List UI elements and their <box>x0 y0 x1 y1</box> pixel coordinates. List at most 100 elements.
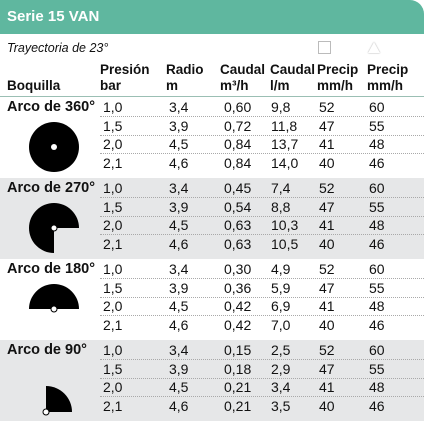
cell-presion: 1,0 <box>103 180 123 196</box>
cell-caudal-lm: 11,8 <box>271 117 298 134</box>
cell-caudal-lm: 7,4 <box>271 180 291 196</box>
col-caudal-m3h-label: Caudal <box>220 62 266 77</box>
col-caudal-lm-label: Caudal <box>270 62 316 77</box>
col-precip-triangle-label: Precip <box>367 62 409 77</box>
cell-precip-square: 52 <box>319 342 335 358</box>
cell-caudal-lm: 2,5 <box>271 342 291 358</box>
row-divider <box>100 359 424 360</box>
cell-precip-triangle: 55 <box>369 360 385 377</box>
cell-caudal-m3h: 0,84 <box>224 154 252 171</box>
arc-360-label: Arco de 360° <box>7 99 96 115</box>
cell-presion: 2,0 <box>103 136 123 152</box>
cell-radio: 4,5 <box>169 379 189 395</box>
cell-precip-square: 40 <box>319 235 335 252</box>
cell-precip-triangle: 48 <box>369 379 385 395</box>
cell-caudal-m3h: 0,15 <box>224 342 252 358</box>
col-radio-label: Radio <box>166 62 204 77</box>
cell-precip-square: 47 <box>319 117 335 134</box>
cell-presion: 2,1 <box>103 235 123 252</box>
cell-caudal-lm: 13,7 <box>271 136 299 152</box>
cell-caudal-lm: 10,3 <box>271 217 299 233</box>
cell-radio: 3,9 <box>169 360 189 377</box>
table-title: Serie 15 VAN <box>7 8 100 25</box>
cell-precip-square: 52 <box>319 99 335 115</box>
section-arc-90: Arco de 90° <box>0 340 424 421</box>
cell-precip-square: 47 <box>319 360 335 377</box>
col-radio: Radio m <box>166 62 204 94</box>
cell-radio: 4,5 <box>169 217 189 233</box>
cell-precip-triangle: 60 <box>369 261 385 277</box>
section-arc-270: Arco de 270° <box>0 178 424 259</box>
col-caudal-m3h-unit: m³/h <box>220 78 249 93</box>
cell-radio: 3,4 <box>169 99 189 115</box>
cell-caudal-lm: 10,5 <box>271 235 299 252</box>
cell-presion: 1,0 <box>103 99 123 115</box>
cell-caudal-m3h: 0,84 <box>224 136 252 152</box>
col-radio-unit: m <box>166 78 179 93</box>
col-caudal-lm: Caudal l/m <box>270 62 315 94</box>
table-header-bar: Serie 15 VAN <box>0 0 424 34</box>
cell-radio: 4,6 <box>169 316 189 333</box>
cell-radio: 4,5 <box>169 136 189 152</box>
col-presion-unit: bar <box>100 78 122 93</box>
col-presion: Presión bar <box>100 62 150 94</box>
col-precip-triangle-unit: mm/h <box>367 78 404 93</box>
cell-precip-square: 41 <box>319 217 335 233</box>
col-precip-square-unit: mm/h <box>317 78 354 93</box>
cell-caudal-m3h: 0,45 <box>224 180 252 196</box>
cell-radio: 3,4 <box>169 342 189 358</box>
cell-radio: 3,4 <box>169 261 189 277</box>
cell-presion: 1,0 <box>103 261 123 277</box>
arc-90-label: Arco de 90° <box>7 342 87 358</box>
cell-presion: 1,5 <box>103 360 123 377</box>
cell-caudal-lm: 4,9 <box>271 261 291 277</box>
cell-precip-square: 40 <box>319 397 335 414</box>
trajectory-note: Trayectoria de 23° <box>7 41 109 55</box>
col-precip-triangle: Precip mm/h <box>367 62 408 94</box>
row-divider <box>100 153 424 154</box>
white-square-icon <box>318 41 331 54</box>
arc-180-icon <box>29 284 79 313</box>
cell-caudal-m3h: 0,21 <box>224 397 252 414</box>
cell-presion: 2,0 <box>103 217 123 233</box>
row-divider <box>100 234 424 235</box>
cell-caudal-m3h: 0,72 <box>224 117 252 134</box>
arc-90-icon <box>42 386 72 416</box>
section-arc-360: Arco de 360° <box>0 97 424 178</box>
cell-presion: 1,0 <box>103 342 123 358</box>
cell-precip-square: 41 <box>319 379 335 395</box>
col-boquilla: Boquilla <box>7 78 61 93</box>
cell-presion: 2,0 <box>103 379 123 395</box>
cell-precip-square: 41 <box>319 298 335 314</box>
cell-caudal-m3h: 0,42 <box>224 316 252 333</box>
row-divider <box>100 278 424 279</box>
cell-precip-triangle: 48 <box>369 217 385 233</box>
arc-270-label: Arco de 270° <box>7 180 96 196</box>
cell-precip-triangle: 46 <box>369 397 385 414</box>
arc-180-label: Arco de 180° <box>7 261 96 277</box>
row-divider <box>100 315 424 316</box>
row-divider <box>100 134 424 136</box>
cell-caudal-lm: 2,9 <box>271 360 291 377</box>
white-triangle-icon <box>368 42 380 53</box>
cell-caudal-lm: 3,4 <box>271 379 291 395</box>
cell-presion: 1,5 <box>103 279 123 296</box>
cell-caudal-lm: 3,5 <box>271 397 291 414</box>
cell-precip-triangle: 55 <box>369 198 385 215</box>
cell-caudal-lm: 8,8 <box>271 198 291 215</box>
cell-radio: 3,9 <box>169 279 189 296</box>
cell-precip-square: 47 <box>319 198 335 215</box>
cell-precip-triangle: 60 <box>369 342 385 358</box>
cell-precip-square: 40 <box>319 154 335 171</box>
cell-precip-triangle: 55 <box>369 117 385 134</box>
cell-radio: 4,6 <box>169 235 189 252</box>
col-precip-square-label: Precip <box>317 62 359 77</box>
cell-precip-square: 47 <box>319 279 335 296</box>
cell-radio: 4,5 <box>169 298 189 314</box>
column-header-area <box>0 34 424 97</box>
cell-precip-triangle: 46 <box>369 316 385 333</box>
cell-caudal-m3h: 0,60 <box>224 99 252 115</box>
cell-precip-square: 52 <box>319 180 335 196</box>
cell-presion: 1,5 <box>103 198 123 215</box>
row-divider <box>100 116 424 117</box>
